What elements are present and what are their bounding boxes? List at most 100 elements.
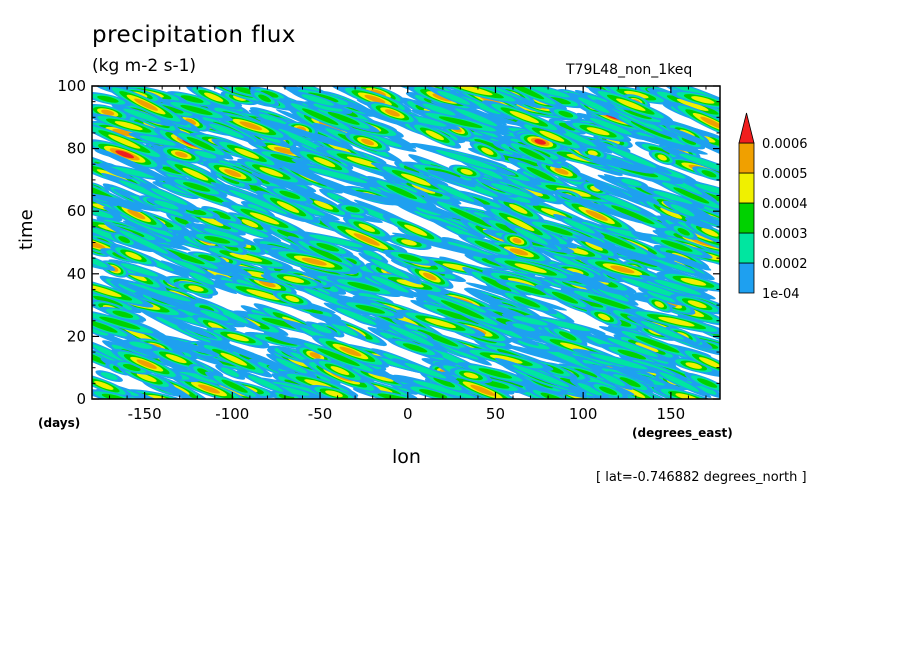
colorbar-segment xyxy=(738,142,755,174)
precip-cell xyxy=(501,232,533,249)
precip-cell xyxy=(572,170,642,205)
precip-cell xyxy=(525,315,606,335)
precip-cell xyxy=(646,366,712,398)
precip-cell xyxy=(640,233,713,259)
precip-cell xyxy=(413,288,512,331)
y-axis: 0 20 40 60 80 100 xyxy=(57,77,720,408)
precip-cell xyxy=(601,86,672,105)
precip-cell xyxy=(290,163,386,188)
precip-cell xyxy=(501,313,559,329)
precip-cell xyxy=(226,212,274,235)
x-tick-label: -100 xyxy=(215,405,249,423)
precip-cell xyxy=(565,120,632,142)
precip-cell xyxy=(181,268,222,289)
precip-cell xyxy=(512,86,584,102)
precip-cell xyxy=(92,113,169,138)
precip-cell xyxy=(92,313,137,341)
precip-cell xyxy=(482,100,567,134)
y-tick-label: 0 xyxy=(76,390,86,408)
precip-cell xyxy=(112,279,209,317)
precip-cell xyxy=(572,234,671,270)
precip-cell xyxy=(370,272,450,295)
x-tick-label: 0 xyxy=(403,405,413,423)
precip-cell xyxy=(557,197,637,234)
precip-cell xyxy=(290,337,387,377)
precip-cell xyxy=(549,107,583,121)
y-tick-label: 20 xyxy=(67,327,86,345)
precip-cell xyxy=(173,281,219,296)
precip-cell xyxy=(266,186,314,204)
precip-cell xyxy=(323,302,390,331)
precip-cell xyxy=(273,180,338,206)
precip-cell xyxy=(198,119,255,143)
precip-cell xyxy=(614,176,649,188)
precip-cell xyxy=(416,143,516,176)
chart-title: precipitation flux xyxy=(92,22,296,48)
precip-cell xyxy=(494,357,587,394)
precip-cell xyxy=(386,234,432,251)
precip-cell xyxy=(391,318,484,358)
precip-cell xyxy=(92,205,123,222)
precip-cell xyxy=(587,156,655,174)
precip-cell xyxy=(366,101,419,125)
y-tick-label: 80 xyxy=(67,140,86,158)
x-tick-label: 100 xyxy=(569,405,598,423)
precip-cell xyxy=(166,91,219,108)
x-tick-label: 150 xyxy=(657,405,686,423)
precip-cell xyxy=(623,308,720,335)
precip-cell xyxy=(586,308,622,326)
precip-cell xyxy=(505,321,543,334)
precip-cell xyxy=(187,251,227,265)
precip-cell xyxy=(305,321,339,337)
precip-cell xyxy=(495,279,566,301)
precip-cell xyxy=(441,102,511,132)
precip-cell xyxy=(659,251,712,271)
colorbar-label: 1e-04 xyxy=(762,287,800,302)
precip-cell xyxy=(215,218,282,242)
colorbar-segment xyxy=(738,232,755,264)
precip-cell xyxy=(692,166,720,182)
precip-cell xyxy=(435,171,476,188)
precip-cell xyxy=(486,240,552,264)
precip-cell xyxy=(292,148,356,176)
precip-cell xyxy=(92,192,161,212)
precip-cell xyxy=(198,245,293,270)
precip-cell xyxy=(165,176,228,198)
precip-cell xyxy=(191,306,238,324)
precip-cell xyxy=(338,86,412,113)
precip-cell xyxy=(613,334,681,361)
precip-cell xyxy=(393,374,496,399)
precip-cell xyxy=(302,238,354,257)
precip-cell xyxy=(195,341,273,378)
precip-cell xyxy=(187,231,247,248)
precip-cell xyxy=(380,191,466,221)
precip-cell xyxy=(457,362,534,385)
precip-cell xyxy=(333,188,432,211)
precip-cell xyxy=(146,197,187,213)
precip-cell xyxy=(359,270,421,298)
precip-cell xyxy=(382,249,437,266)
x-tick-label: -50 xyxy=(308,405,333,423)
precip-cell xyxy=(627,315,698,346)
precip-cell xyxy=(168,128,234,160)
y-tick-label: 40 xyxy=(67,265,86,283)
precip-cell xyxy=(459,347,554,371)
colorbar-extend-triangle xyxy=(738,112,755,144)
precip-cell xyxy=(650,177,720,214)
precip-cell xyxy=(263,331,305,346)
precip-cell xyxy=(186,86,242,110)
y-tick-label: 60 xyxy=(67,202,86,220)
precip-cell xyxy=(205,371,265,399)
precip-cell xyxy=(171,111,210,132)
precip-cell xyxy=(139,183,200,211)
precip-cell xyxy=(638,287,686,306)
precipitation-field xyxy=(92,86,720,399)
precip-cell xyxy=(249,86,290,102)
precip-cell xyxy=(110,245,157,267)
precip-cell xyxy=(568,92,620,118)
precip-cell xyxy=(609,364,655,384)
precip-cell xyxy=(663,200,702,220)
precip-cell xyxy=(685,217,714,230)
precip-cell xyxy=(191,224,257,246)
